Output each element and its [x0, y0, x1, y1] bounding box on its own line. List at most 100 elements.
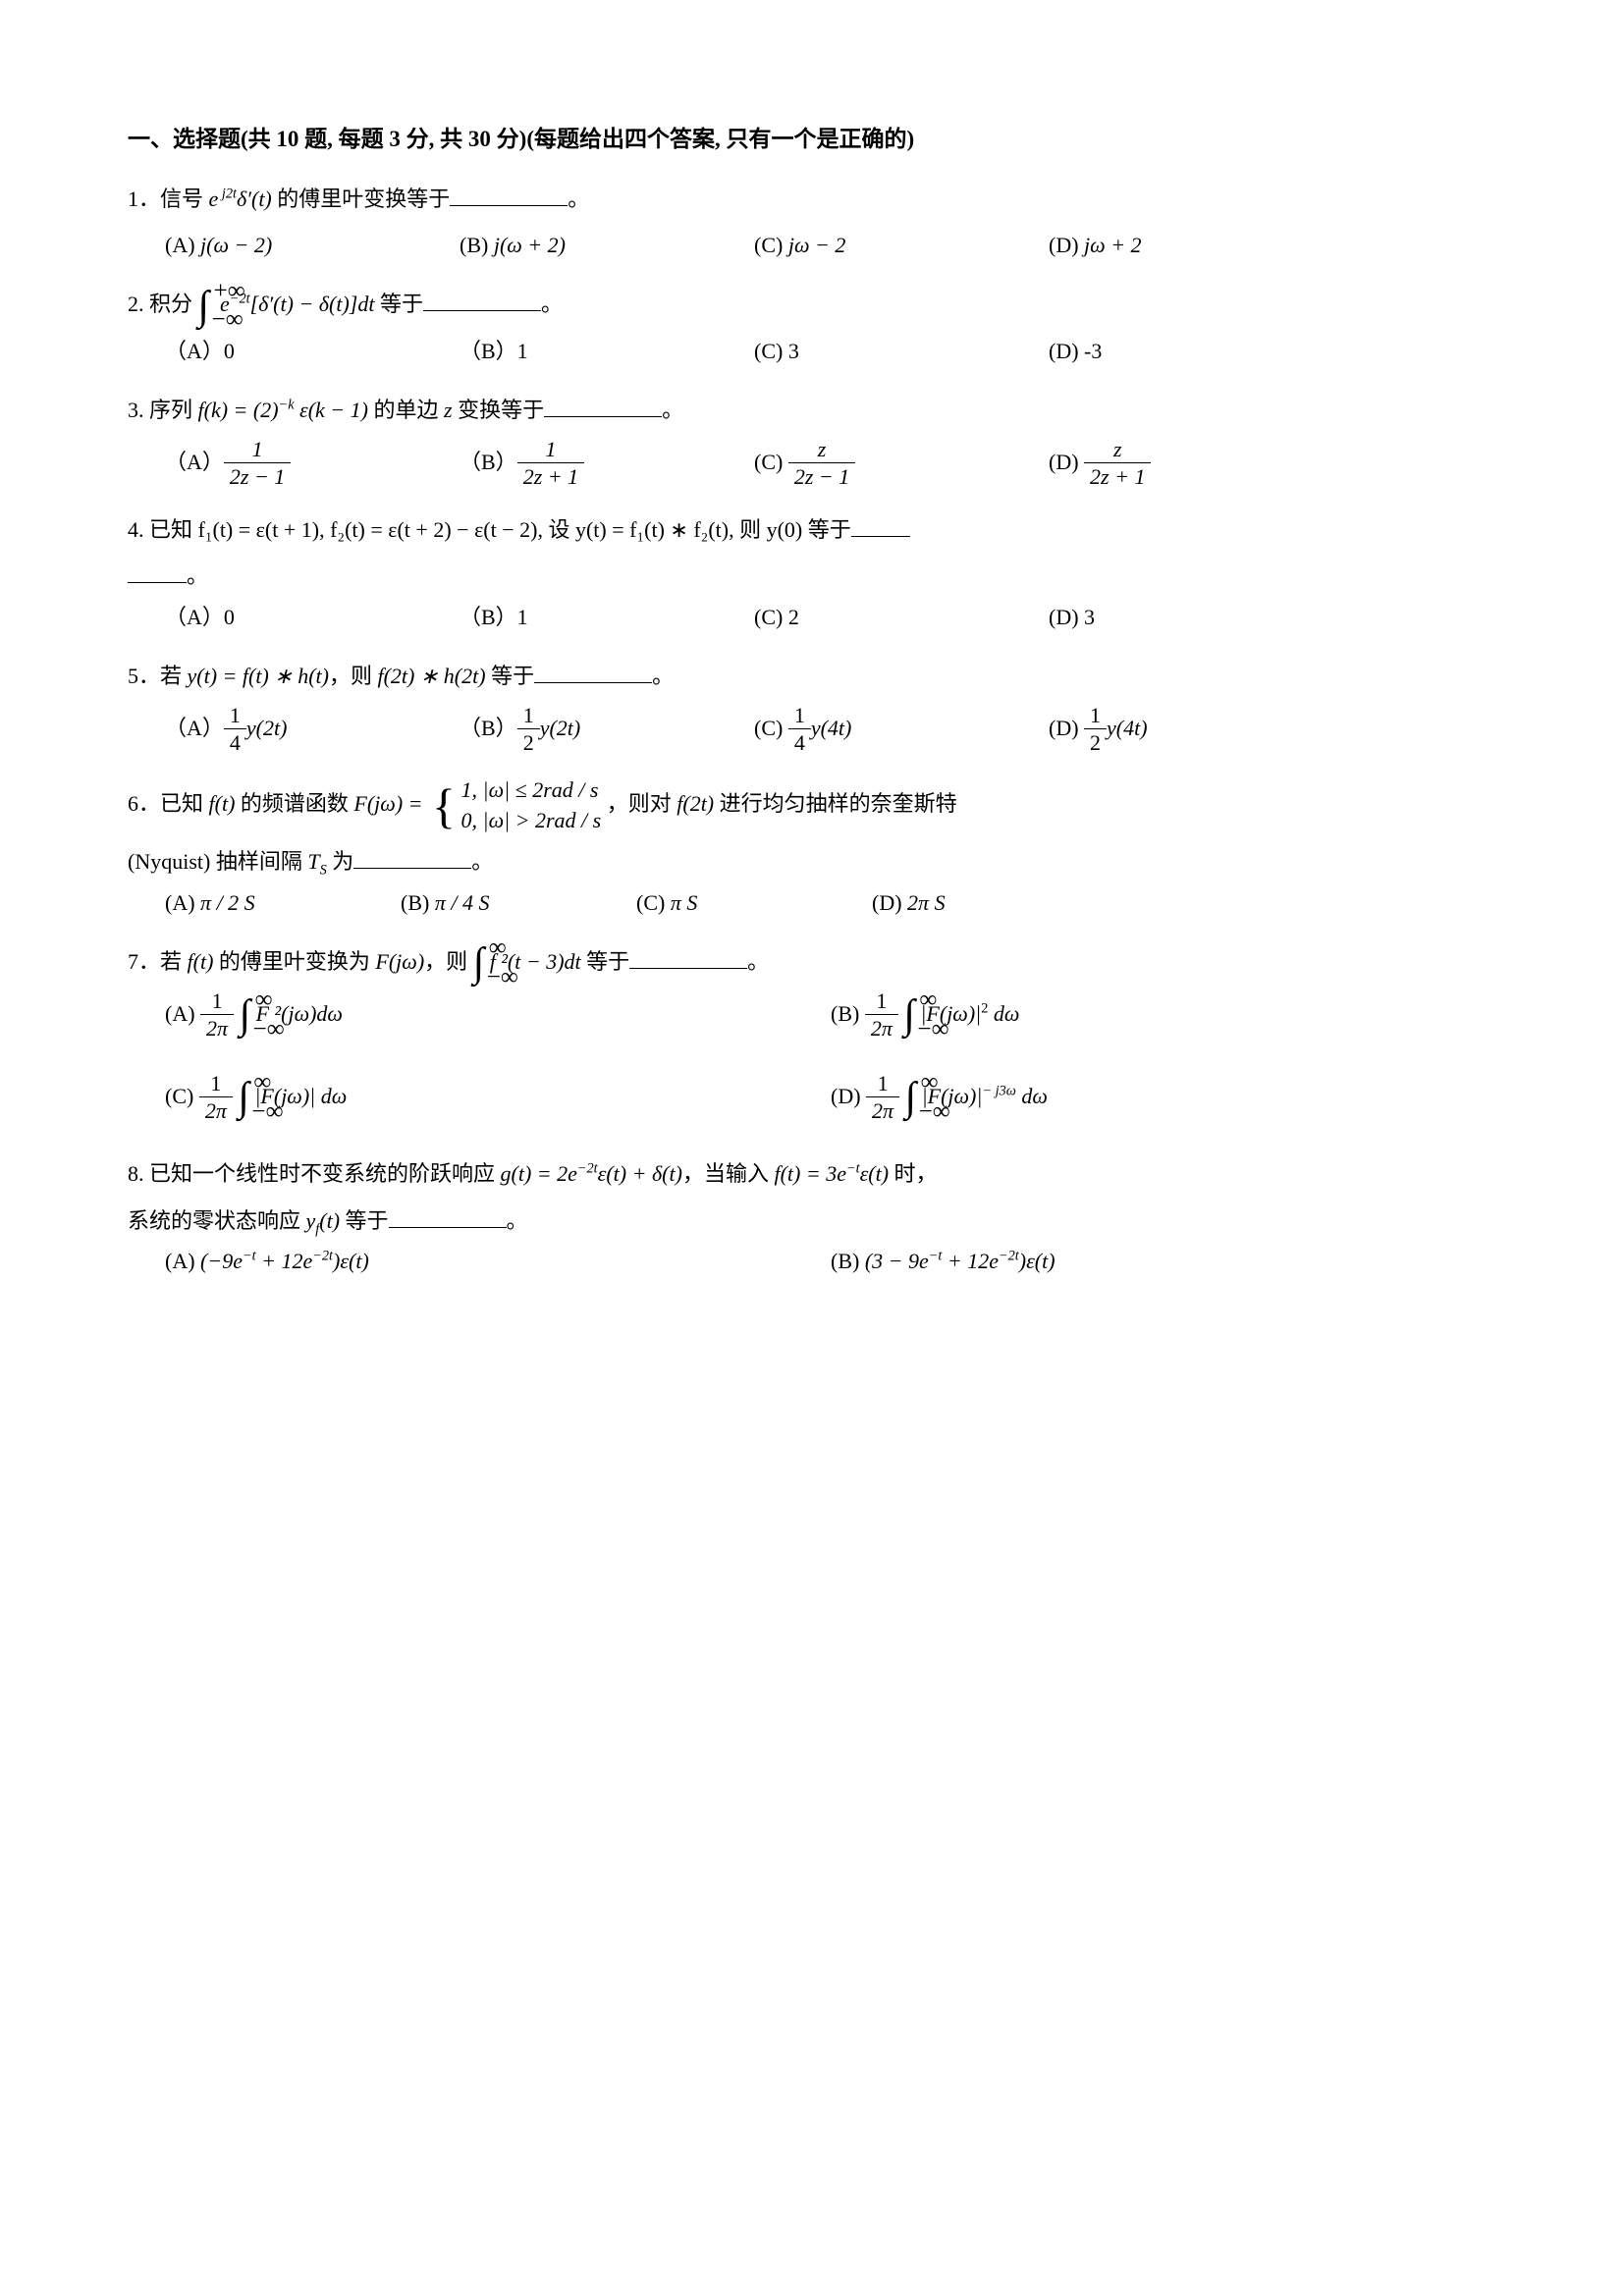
int-top: ∞: [489, 939, 507, 957]
coef-num: 1: [199, 1071, 233, 1097]
q5-b-tail: y(2t): [540, 716, 581, 740]
q1-a: j(ω − 2): [200, 233, 272, 257]
q4-a: （A）0: [165, 605, 235, 629]
blank: [534, 661, 652, 683]
int-bot: −∞: [919, 1103, 950, 1121]
coef-den: 2π: [865, 1015, 898, 1043]
opt-label-a: (A): [165, 233, 200, 257]
q6-line2-pre: (Nyquist) 抽样间隔: [128, 849, 307, 874]
q4-b: （B）1: [460, 605, 528, 629]
q3-c-num: z: [788, 437, 855, 463]
q6-b: π / 4 S: [435, 890, 490, 915]
question-5: 5．若 y(t) = f(t) ∗ h(t)，则 f(2t) ∗ h(2t) 等…: [128, 656, 1496, 697]
int-top: ∞: [253, 1074, 271, 1092]
integral-icon: ∫∞−∞: [238, 1084, 249, 1112]
q8-mid: ，当输入: [682, 1161, 775, 1186]
question-7: 7．若 f(t) 的傅里叶变换为 F(jω)，则 ∫∞−∞ f ²(t − 3)…: [128, 941, 1496, 983]
q5-b-num: 1: [517, 703, 540, 729]
q3-d-den: 2z + 1: [1084, 463, 1151, 492]
q5-c-tail: y(4t): [811, 716, 852, 740]
q6-f2t: f(2t): [677, 791, 714, 816]
q7-fjw: F(jω): [375, 949, 424, 974]
q1-stem-post: 的傅里叶变换等于: [272, 187, 451, 211]
q6-line2: (Nyquist) 抽样间隔 TS 为。: [128, 841, 1496, 882]
q8-line2: 系统的零状态响应 yf(t) 等于。: [128, 1201, 1496, 1242]
q7-pre: 7．若: [128, 949, 188, 974]
integral-icon: ∫∞−∞: [905, 1084, 917, 1112]
blank: [851, 514, 910, 537]
integral-icon: ∫∞−∞: [240, 1001, 251, 1030]
opt-label-b: (B): [460, 233, 494, 257]
q2-d: (D) -3: [1049, 339, 1102, 363]
q8-yf-tail: (t): [319, 1208, 340, 1233]
q6-a: π / 2 S: [200, 890, 255, 915]
q8-line2-post: 等于: [340, 1208, 389, 1233]
integral-icon: ∫+∞−∞: [198, 293, 210, 321]
q1-stem-pre: 1．信号: [128, 187, 209, 211]
q5-a-tail: y(2t): [246, 716, 288, 740]
int-top: +∞: [214, 283, 245, 300]
int-top: ∞: [255, 991, 273, 1009]
q6-ts-sub: S: [320, 863, 327, 879]
q7-post: 等于: [586, 949, 629, 974]
int-bot: −∞: [212, 311, 244, 329]
q6-options: (A) π / 2 S (B) π / 4 S (C) π S (D) 2π S: [165, 882, 1496, 924]
blank: [353, 846, 471, 869]
period: 。: [747, 949, 769, 974]
blank: [389, 1205, 507, 1228]
q5-a-num: 1: [224, 703, 246, 729]
q5-post: 等于: [486, 664, 535, 688]
q5-c-num: 1: [788, 703, 811, 729]
int-top: ∞: [919, 991, 937, 1009]
q7-options: (A) 12π ∫∞−∞ F ²(jω)dω (B) 12π ∫∞−∞ |F(j…: [165, 988, 1496, 1126]
blank: [128, 561, 187, 583]
opt-label-c: (C): [754, 233, 788, 257]
q8-options: (A) (−9e−t + 12e−2t)ε(t) (B) (3 − 9e−t +…: [165, 1241, 1496, 1282]
q8-pre: 8. 已知一个线性时不变系统的阶跃响应: [128, 1161, 501, 1186]
coef-den: 2π: [866, 1097, 899, 1126]
question-4: 4. 已知 f₁(t) = ε(t + 1), f₂(t) = ε(t + 2)…: [128, 509, 1496, 551]
int-bot: −∞: [253, 1021, 285, 1039]
q5-d-tail: y(4t): [1107, 716, 1148, 740]
opt-label-c: (C): [165, 1084, 199, 1108]
integral-icon: ∫∞−∞: [903, 1001, 915, 1030]
q7-ft: f(t): [188, 949, 214, 974]
blank: [423, 289, 541, 311]
q3-z: z: [444, 398, 453, 422]
q7-d-sup: − j3ω: [982, 1084, 1015, 1099]
q6-c: π S: [671, 890, 698, 915]
q3-a-den: 2z − 1: [224, 463, 291, 492]
q3-stem-pre: 3. 序列: [128, 398, 198, 422]
q2-stem-post: 等于: [380, 292, 423, 316]
q7-b-tail: dω: [988, 1001, 1019, 1026]
period: 。: [187, 563, 208, 588]
period: 。: [541, 292, 563, 316]
q2-bracket: [δ′(t) − δ(t)]dt: [250, 292, 375, 316]
q4-cont: 。: [128, 556, 1496, 597]
piecewise-brace: { 1, |ω| ≤ 2rad / s 0, |ω| > 2rad / s: [432, 775, 601, 836]
q7-mid2: ，则: [424, 949, 473, 974]
q6-ts: T: [307, 849, 319, 874]
q1-d: jω + 2: [1084, 233, 1142, 257]
q4-stem: 4. 已知 f₁(t) = ε(t + 1), f₂(t) = ε(t + 2)…: [128, 517, 851, 542]
q3-expr-post: ε(k − 1): [295, 398, 368, 422]
int-bot: −∞: [251, 1103, 283, 1121]
period: 。: [471, 849, 493, 874]
q3-d-num: z: [1084, 437, 1151, 463]
q3-options: （A）12z − 1 （B）12z + 1 (C) z2z − 1 (D) z2…: [165, 437, 1496, 492]
q2-options: （A）0 （B）1 (C) 3 (D) -3: [165, 331, 1496, 372]
q5-pre: 5．若: [128, 664, 188, 688]
q6-ft: f(t): [209, 791, 236, 816]
question-1: 1．信号 e j2tδ′(t) 的傅里叶变换等于。: [128, 179, 1496, 220]
q1-c: jω − 2: [788, 233, 846, 257]
opt-label-d: (D): [1049, 233, 1084, 257]
int-top: ∞: [921, 1074, 939, 1092]
period: 。: [568, 187, 589, 211]
q5-d-den: 2: [1084, 729, 1107, 758]
int-bot: −∞: [917, 1021, 948, 1039]
q5-b-den: 2: [517, 729, 540, 758]
int-bot: −∞: [487, 969, 518, 987]
q5-eq2: f(2t) ∗ h(2t): [377, 664, 485, 688]
coef-den: 2π: [199, 1097, 233, 1126]
q2-a: （A）0: [165, 339, 235, 363]
